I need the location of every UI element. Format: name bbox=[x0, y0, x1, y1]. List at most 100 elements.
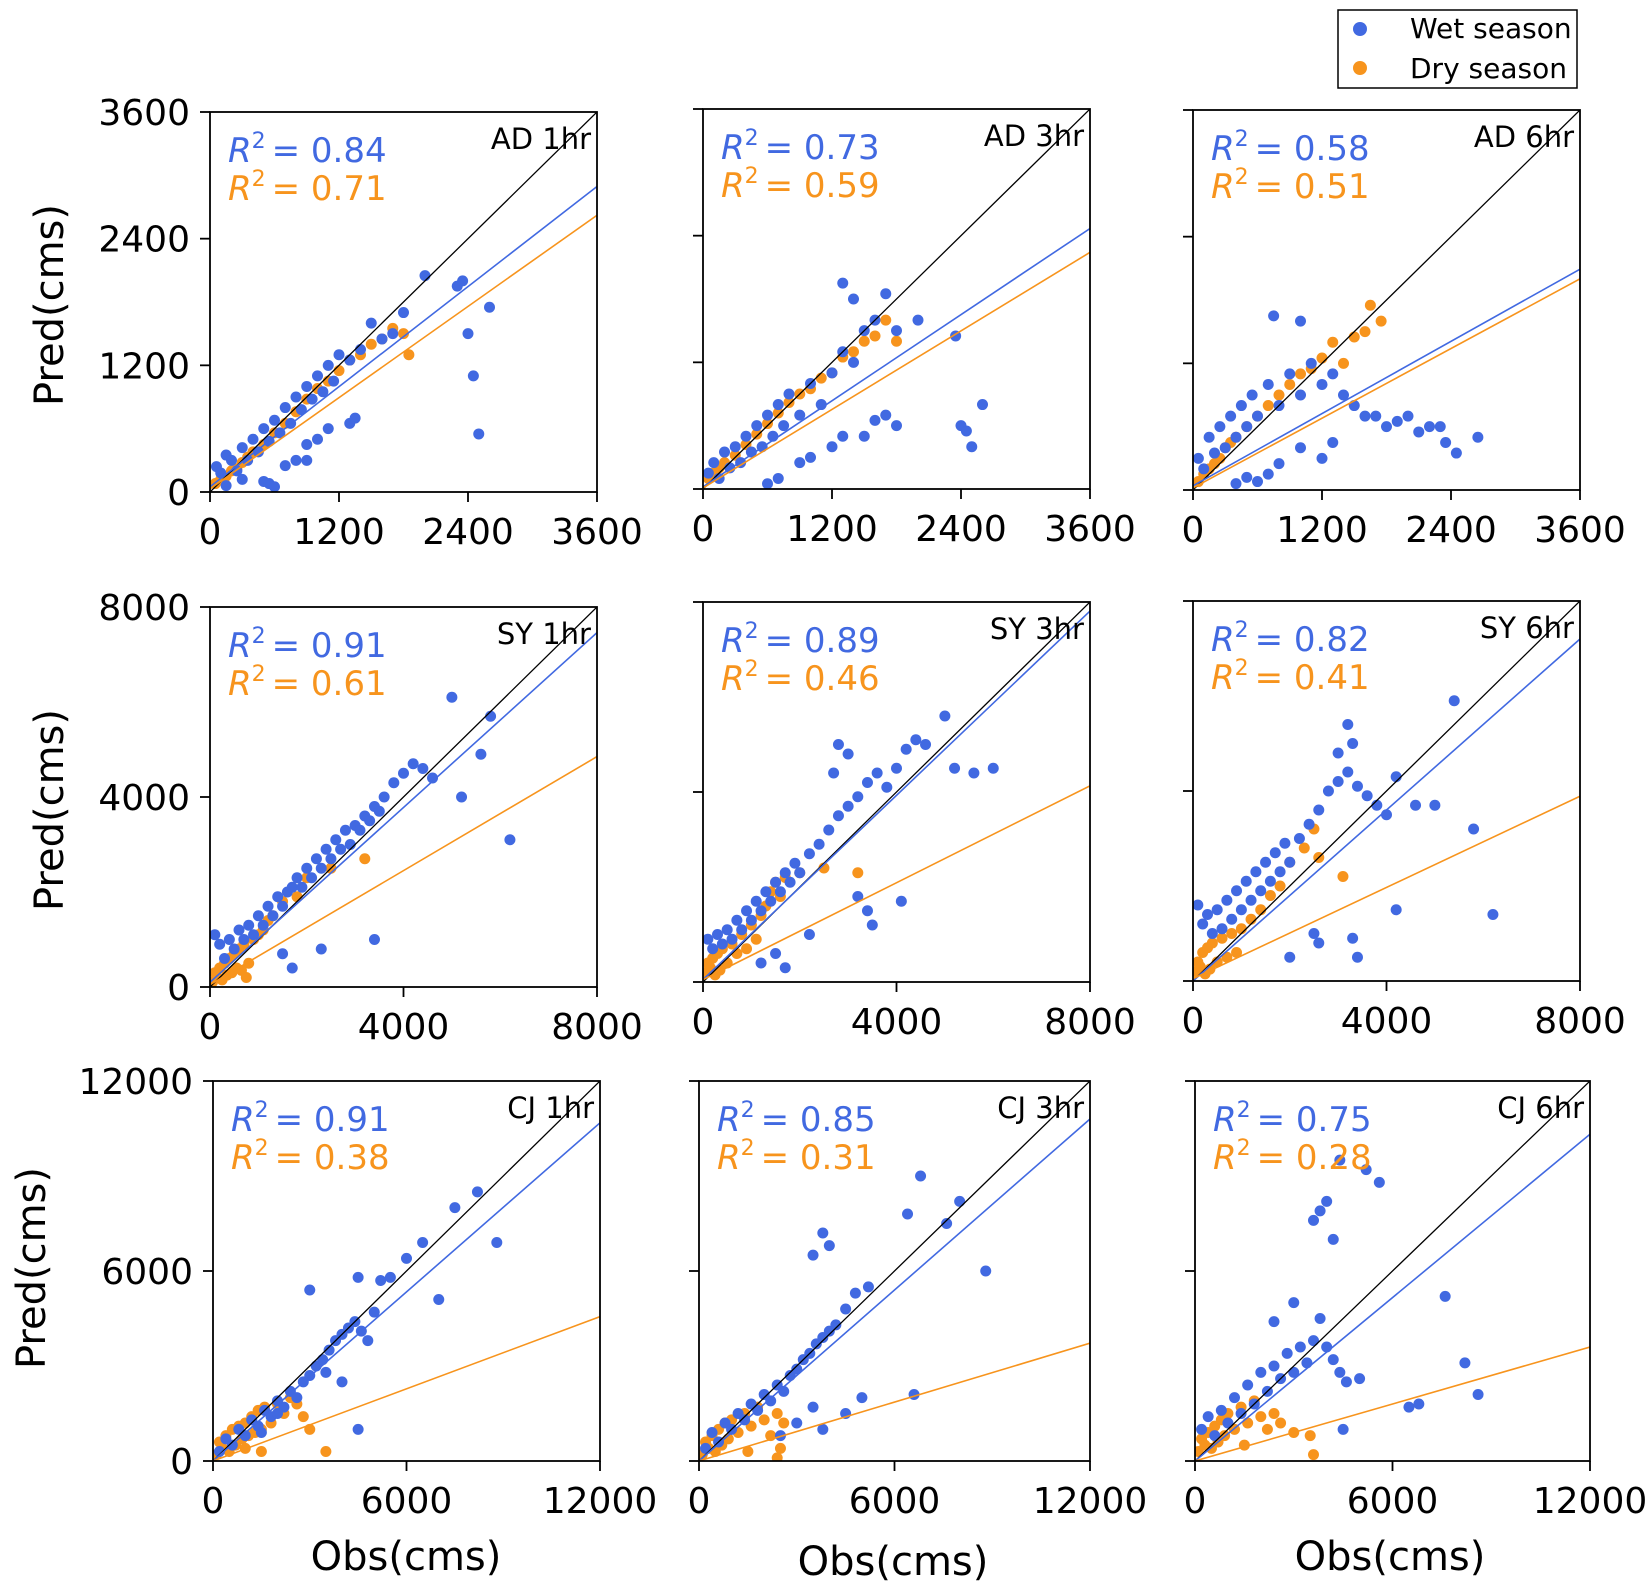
r2-value: = 0.58 bbox=[1255, 129, 1370, 169]
wet-point bbox=[987, 762, 999, 774]
dry-point bbox=[1231, 947, 1243, 958]
r2-exponent: 2 bbox=[255, 1098, 269, 1123]
wet-point bbox=[803, 929, 815, 940]
wet-point bbox=[315, 862, 327, 874]
wet-point bbox=[1193, 899, 1204, 911]
axis-titles: Pred(cms) Pred(cms) Pred(cms) Obs(cms) O… bbox=[9, 204, 1485, 1584]
wet-point bbox=[891, 762, 902, 774]
wet-point bbox=[1381, 421, 1392, 433]
wet-point bbox=[433, 1294, 445, 1305]
wet-point bbox=[1273, 458, 1285, 470]
r2-symbol: R bbox=[717, 1138, 741, 1178]
panel-title: CJ 6hr bbox=[1497, 1091, 1584, 1125]
r2-value: = 0.38 bbox=[275, 1138, 390, 1178]
r2-value: = 0.84 bbox=[272, 131, 387, 171]
wet-point bbox=[312, 433, 323, 445]
wet-point bbox=[1293, 833, 1305, 844]
r2-exponent: 2 bbox=[255, 1136, 269, 1161]
wet-point bbox=[1252, 476, 1263, 488]
wet-point bbox=[1351, 780, 1363, 792]
dry-point bbox=[751, 428, 763, 440]
wet-point bbox=[765, 1395, 777, 1407]
dry-point bbox=[297, 1411, 309, 1423]
wet-point bbox=[954, 1195, 966, 1207]
wet-point bbox=[960, 425, 972, 437]
wet-point bbox=[832, 739, 844, 750]
wet-point bbox=[471, 1186, 483, 1198]
wet-point bbox=[1305, 357, 1317, 369]
wet-point bbox=[315, 943, 327, 955]
dry-point bbox=[858, 335, 870, 347]
wet-point bbox=[1301, 1357, 1313, 1369]
r2-exponent: 2 bbox=[1237, 1098, 1251, 1123]
wet-point bbox=[333, 349, 345, 361]
wet-point bbox=[252, 446, 264, 458]
wet-point bbox=[1264, 875, 1276, 887]
wet-point bbox=[262, 900, 274, 912]
wet-point bbox=[1230, 478, 1242, 490]
x-tick-label: 0 bbox=[1182, 510, 1205, 551]
x-tick-label: 0 bbox=[199, 512, 222, 553]
wet-point bbox=[1342, 719, 1354, 730]
dry-point bbox=[365, 338, 377, 350]
wet-point bbox=[1303, 818, 1315, 830]
wet-point bbox=[1221, 894, 1233, 906]
r2-value: = 0.85 bbox=[761, 1100, 876, 1140]
wet-point bbox=[1347, 932, 1359, 944]
dry-point bbox=[774, 1442, 786, 1454]
wet-point bbox=[1242, 1379, 1254, 1391]
r2-exponent: 2 bbox=[745, 164, 759, 189]
r2-value: = 0.31 bbox=[761, 1138, 876, 1178]
panel-frame bbox=[1192, 109, 1581, 491]
plot-area bbox=[1195, 1081, 1590, 1461]
wet-point bbox=[384, 1271, 396, 1283]
dry-fit-line bbox=[210, 214, 597, 490]
identity-line bbox=[1193, 110, 1580, 490]
wet-point bbox=[1459, 1357, 1471, 1369]
wet-point bbox=[1241, 471, 1253, 483]
wet-point bbox=[269, 414, 280, 426]
r2-wet: R2 = 0.58 bbox=[1211, 127, 1370, 169]
dry-point bbox=[1206, 937, 1218, 949]
r2-symbol: R bbox=[1211, 167, 1235, 207]
wet-point bbox=[1468, 823, 1480, 835]
wet-point bbox=[1211, 904, 1223, 916]
r2-symbol: R bbox=[1211, 129, 1235, 169]
x-tick-label: 1200 bbox=[293, 512, 385, 553]
wet-point bbox=[861, 905, 873, 917]
wet-point bbox=[301, 380, 313, 392]
wet-point bbox=[1235, 400, 1247, 412]
wet-point bbox=[1219, 442, 1231, 454]
wet-point bbox=[1235, 904, 1247, 916]
wet-point bbox=[1360, 1164, 1372, 1176]
wet-point bbox=[1250, 866, 1262, 878]
wet-point bbox=[866, 919, 878, 931]
wet-point bbox=[236, 473, 248, 485]
panel-title: AD 3hr bbox=[984, 119, 1084, 153]
r2-symbol: R bbox=[228, 131, 252, 171]
identity-line bbox=[1195, 1081, 1590, 1461]
x-tick-label: 0 bbox=[1184, 1481, 1207, 1522]
wet-point bbox=[290, 391, 302, 403]
wet-point bbox=[848, 356, 859, 368]
ylabel-row-3: Pred(cms) bbox=[9, 1167, 55, 1369]
legend-wet-marker bbox=[1353, 22, 1367, 36]
dry-point bbox=[240, 972, 252, 983]
x-tick-label: 6000 bbox=[361, 1481, 453, 1522]
x-tick-label: 3600 bbox=[1044, 509, 1136, 550]
wet-point bbox=[1255, 1366, 1267, 1378]
r2-symbol: R bbox=[228, 626, 252, 666]
dry-fit-line bbox=[1193, 795, 1580, 980]
r2-symbol: R bbox=[228, 169, 252, 209]
x-tick-label: 4000 bbox=[358, 1007, 450, 1048]
wet-point bbox=[1209, 1430, 1221, 1442]
wet-point bbox=[1327, 437, 1339, 448]
wet-point bbox=[301, 439, 313, 450]
wet-point bbox=[1262, 378, 1274, 390]
r2-dry: R2 = 0.46 bbox=[721, 657, 880, 699]
wet-point bbox=[401, 1252, 412, 1264]
plot-area bbox=[699, 1081, 1090, 1461]
wet-point bbox=[721, 924, 733, 936]
wet-point bbox=[736, 924, 748, 936]
